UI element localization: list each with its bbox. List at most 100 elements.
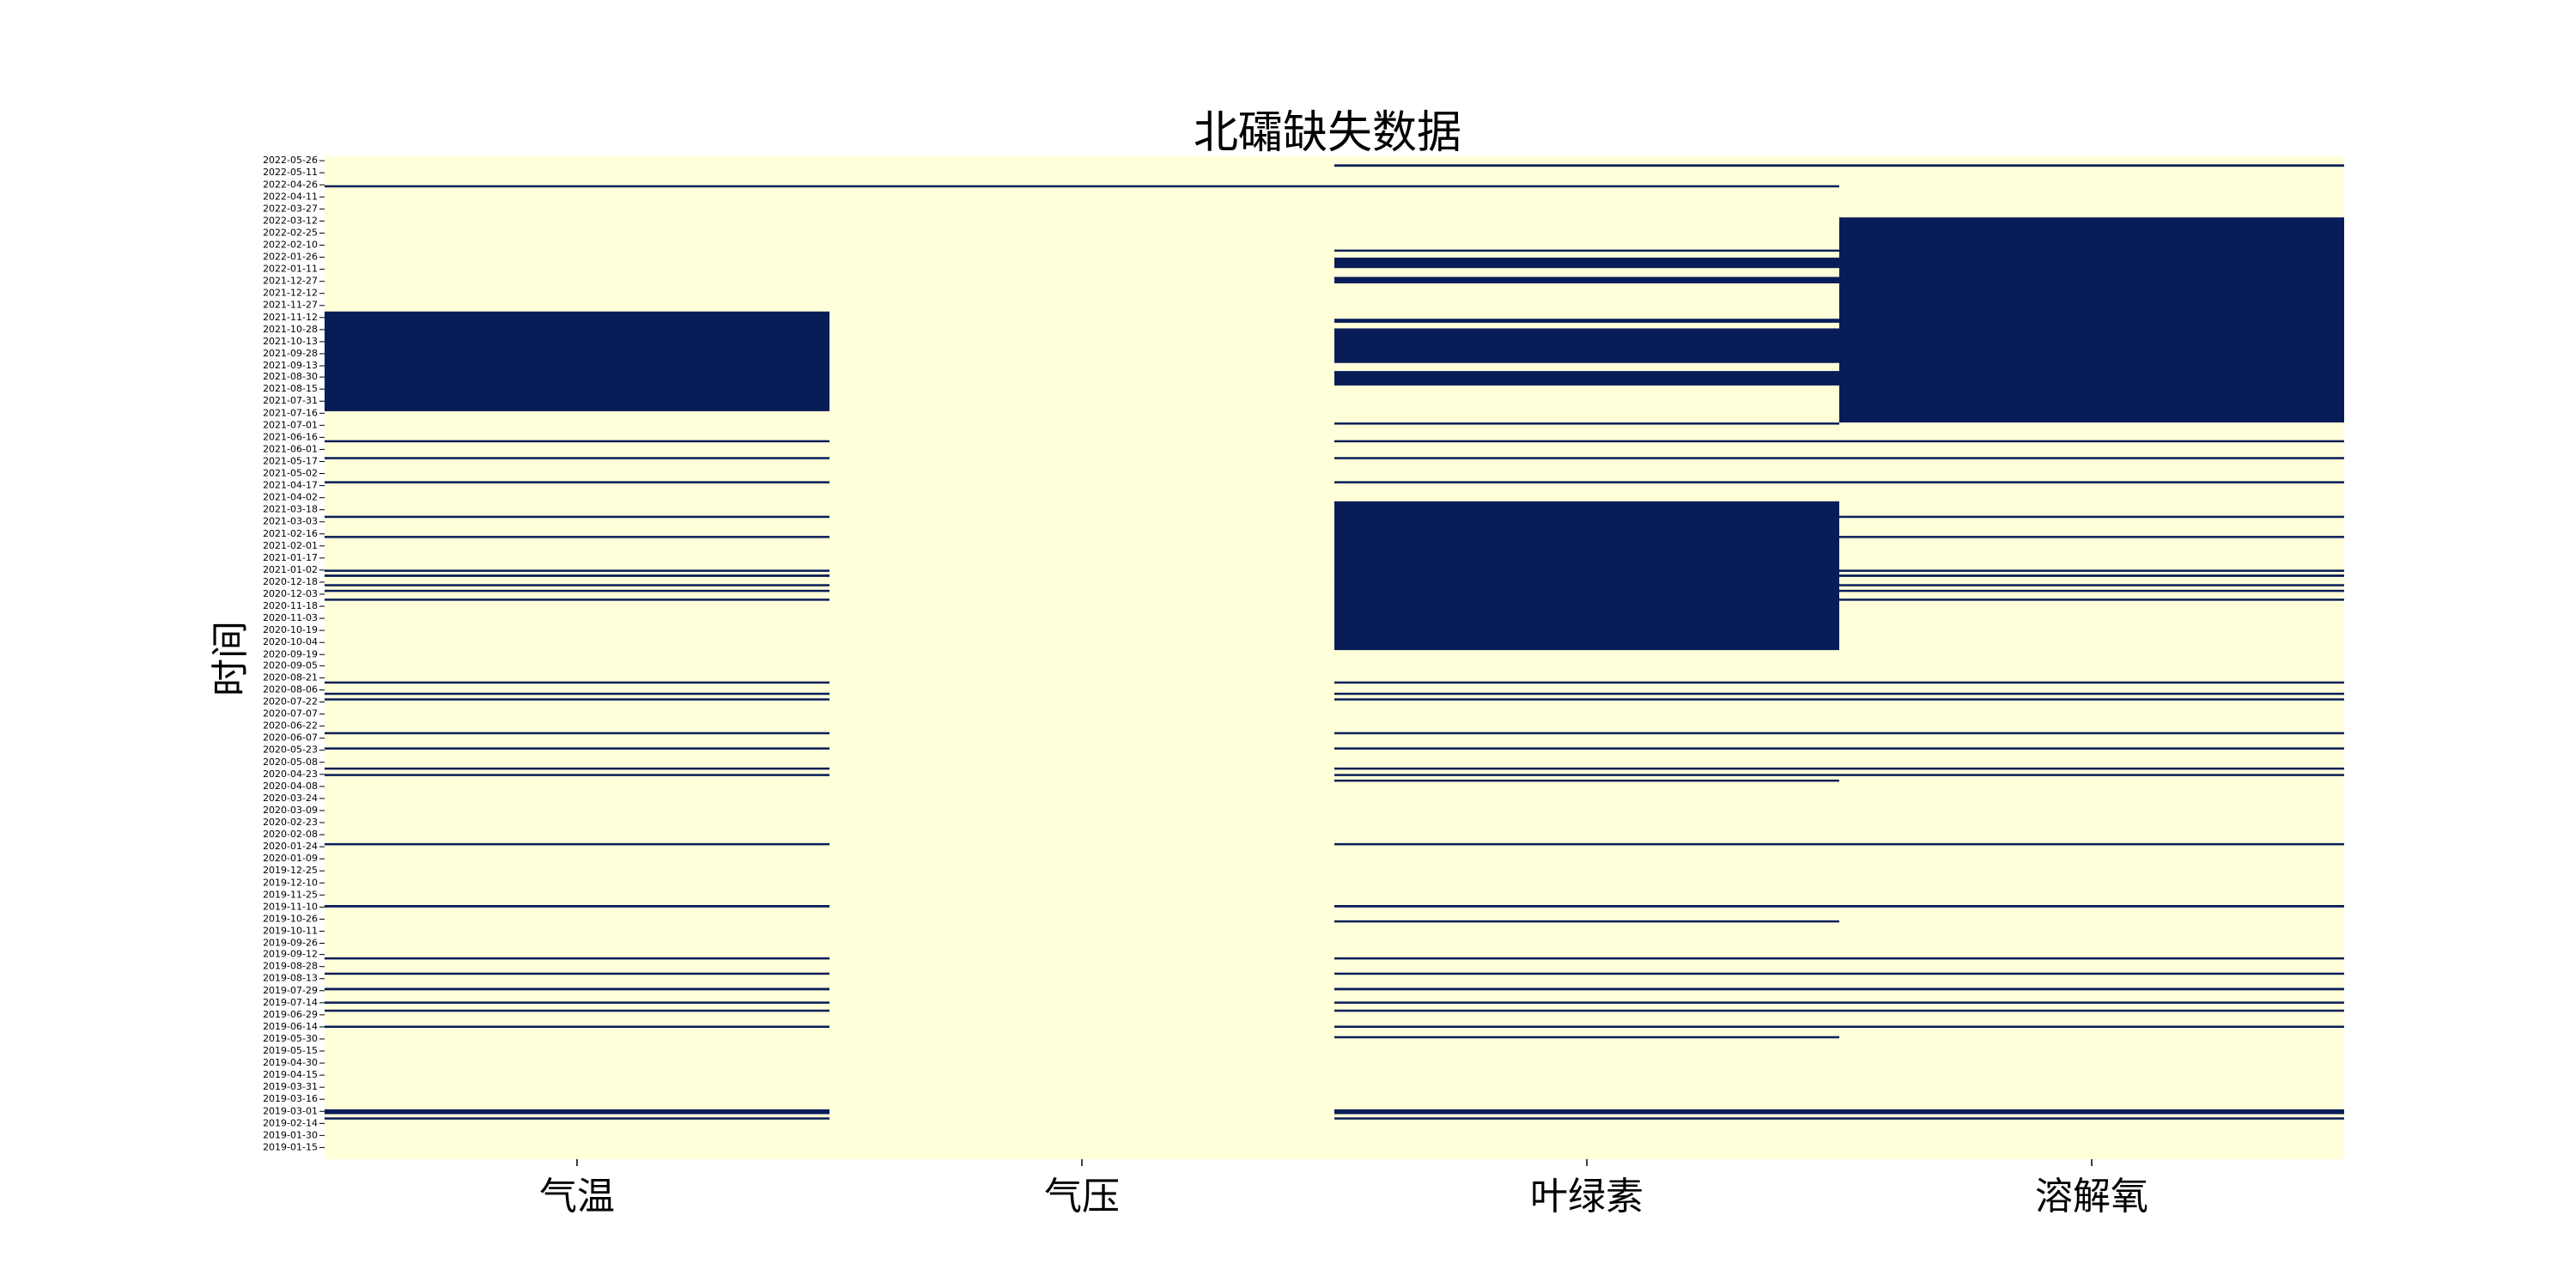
missing-cell: [1839, 681, 2344, 684]
y-tick-label: 2022-04-26: [263, 179, 318, 190]
y-tick-label: 2022-02-10: [263, 239, 318, 250]
y-tick-label: 2019-08-13: [263, 973, 318, 984]
y-tick-label: 2019-11-10: [263, 901, 318, 912]
missing-cell: [1839, 589, 2344, 592]
y-tick-label: 2021-01-17: [263, 552, 318, 563]
missing-cell: [1334, 681, 1839, 684]
missing-cell: [1334, 249, 1839, 252]
missing-cell: [1334, 1109, 1839, 1115]
missing-cell: [1839, 747, 2344, 750]
missing-cell: [1839, 164, 2344, 167]
missing-cell: [1334, 774, 1839, 776]
missing-cell: [325, 774, 829, 776]
missing-cell: [1334, 422, 1839, 425]
missing-cell: [325, 1025, 829, 1029]
missing-cell: [1839, 987, 2344, 991]
missing-cell: [1334, 987, 1839, 991]
missing-cell: [1334, 767, 1839, 770]
missing-cell: [1334, 920, 1839, 923]
missing-cell: [325, 440, 829, 443]
y-tick-label: 2021-07-16: [263, 407, 318, 418]
y-tick-label: 2020-10-19: [263, 624, 318, 635]
missing-cell: [1839, 732, 2344, 735]
missing-cell: [325, 311, 829, 411]
missing-cell: [325, 569, 829, 572]
y-tick-label: 2020-04-23: [263, 769, 318, 780]
y-tick-label: 2021-09-13: [263, 360, 318, 371]
y-tick-label: 2019-03-16: [263, 1093, 318, 1104]
y-tick-label: 2021-02-16: [263, 528, 318, 539]
y-tick-label: 2019-09-12: [263, 949, 318, 960]
missing-cell: [325, 1117, 829, 1120]
missing-cell: [1334, 698, 1839, 701]
missing-cell: [1839, 905, 2344, 908]
y-tick-label: 2021-11-27: [263, 300, 318, 311]
y-tick-label: 2020-07-22: [263, 696, 318, 708]
present-column-3: [1334, 156, 1839, 1159]
y-tick-label: 2022-01-11: [263, 264, 318, 275]
y-tick-label: 2020-03-24: [263, 793, 318, 804]
y-axis-ticks: 2022-05-262022-05-112022-04-262022-04-11…: [263, 155, 325, 1152]
y-tick-label: 2022-04-11: [263, 191, 318, 202]
missing-cell: [325, 698, 829, 701]
x-tick-label: 溶解氧: [2035, 1175, 2148, 1218]
y-tick-label: 2021-10-13: [263, 336, 318, 347]
y-tick-label: 2022-05-26: [263, 155, 318, 166]
missing-cell: [1334, 164, 1839, 167]
y-tick-label: 2020-09-19: [263, 648, 318, 659]
missing-cell: [1839, 1001, 2344, 1004]
present-column-2: [829, 156, 1334, 1159]
missing-cell: [325, 987, 829, 991]
y-tick-label: 2020-11-18: [263, 600, 318, 611]
y-tick-label: 2020-08-21: [263, 671, 318, 683]
missing-cell: [1839, 536, 2344, 538]
missing-cell: [1334, 584, 1839, 586]
y-tick-label: 2021-04-17: [263, 480, 318, 491]
y-tick-label: 2020-05-23: [263, 744, 318, 756]
y-tick-label: 2020-01-24: [263, 841, 318, 852]
y-tick-label: 2019-07-29: [263, 985, 318, 996]
y-tick-label: 2020-08-06: [263, 683, 318, 695]
missing-cell: [1839, 698, 2344, 701]
y-tick-label: 2019-09-26: [263, 938, 318, 949]
y-tick-label: 2020-06-22: [263, 720, 318, 732]
y-tick-label: 2021-05-17: [263, 455, 318, 466]
missing-cell: [325, 905, 829, 908]
y-tick-label: 2021-10-28: [263, 324, 318, 335]
y-tick-label: 2021-03-03: [263, 516, 318, 527]
missing-cell: [1334, 842, 1839, 846]
y-tick-label: 2022-01-26: [263, 252, 318, 263]
y-tick-label: 2020-01-09: [263, 853, 318, 864]
y-tick-label: 2022-03-27: [263, 203, 318, 214]
missing-cell: [1334, 328, 1839, 363]
y-tick-label: 2019-04-30: [263, 1057, 318, 1068]
missing-cell: [1839, 584, 2344, 586]
missing-cell: [1334, 779, 1839, 782]
missing-cell: [1334, 1025, 1839, 1029]
missing-cell: [325, 536, 829, 538]
missing-cell: [325, 972, 829, 975]
missing-cell: [1839, 1025, 2344, 1029]
y-tick-label: 2020-07-07: [263, 708, 318, 720]
y-tick-label: 2020-12-03: [263, 588, 318, 599]
missing-cell: [1839, 692, 2344, 696]
missing-cell: [1839, 515, 2344, 519]
y-tick-label: 2021-04-02: [263, 492, 318, 503]
y-axis-label: 时间: [209, 621, 252, 696]
missing-cell: [1334, 371, 1839, 386]
missing-cell: [1334, 574, 1839, 577]
missing-cell: [325, 1009, 829, 1012]
y-tick-label: 2021-09-28: [263, 348, 318, 359]
missing-cell: [1839, 598, 2344, 601]
missing-cell: [1334, 569, 1839, 572]
y-tick-label: 2021-08-15: [263, 383, 318, 394]
missing-cell: [1334, 276, 1839, 283]
missing-cell: [1839, 774, 2344, 776]
missing-cell: [325, 957, 829, 960]
missing-cell: [1839, 457, 2344, 459]
y-tick-label: 2019-10-26: [263, 913, 318, 924]
y-tick-label: 2019-01-15: [263, 1141, 318, 1152]
y-tick-label: 2022-03-12: [263, 215, 318, 226]
missing-cell: [325, 681, 829, 684]
